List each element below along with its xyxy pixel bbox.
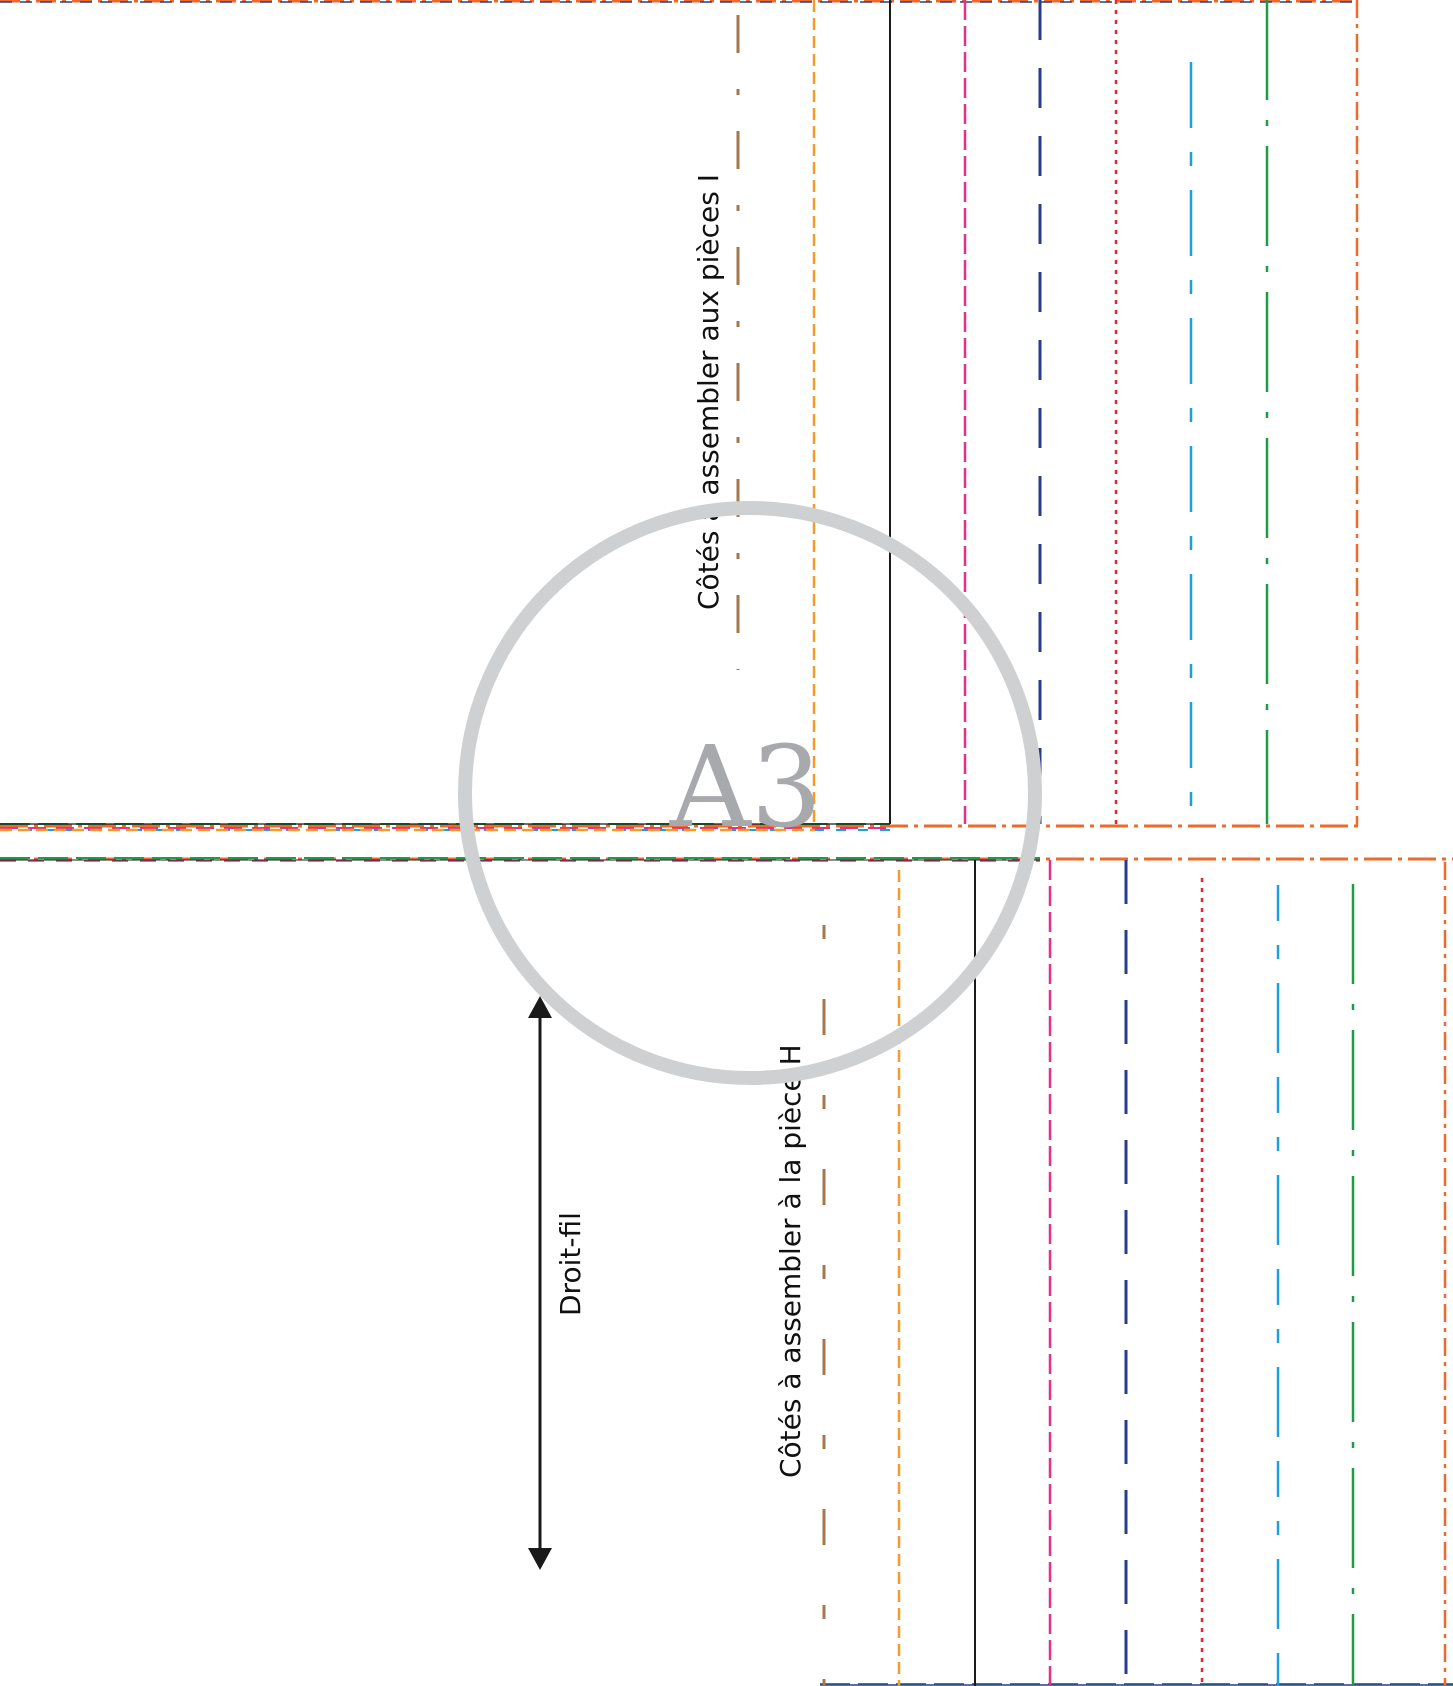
top-pattern-piece: Côtés à assembler aux pièces I <box>0 0 1359 832</box>
grainline-arrowhead-top <box>528 996 552 1018</box>
grainline-arrow <box>528 996 552 1570</box>
page-number-label: A3 <box>669 723 822 853</box>
grainline-label: Droit-fil <box>554 1212 587 1316</box>
top-assembly-label: Côtés à assembler aux pièces I <box>692 174 725 610</box>
page-assembly-mark: A3 <box>458 501 1042 1085</box>
grainline-arrowhead-bottom <box>528 1548 552 1570</box>
bottom-assembly-label: Côtés à assembler à la pièce H <box>774 1044 807 1478</box>
bottom-pattern-piece: Côtés à assembler à la pièce H Droit-fil <box>0 857 1453 1686</box>
assembly-circle <box>458 501 1042 1085</box>
